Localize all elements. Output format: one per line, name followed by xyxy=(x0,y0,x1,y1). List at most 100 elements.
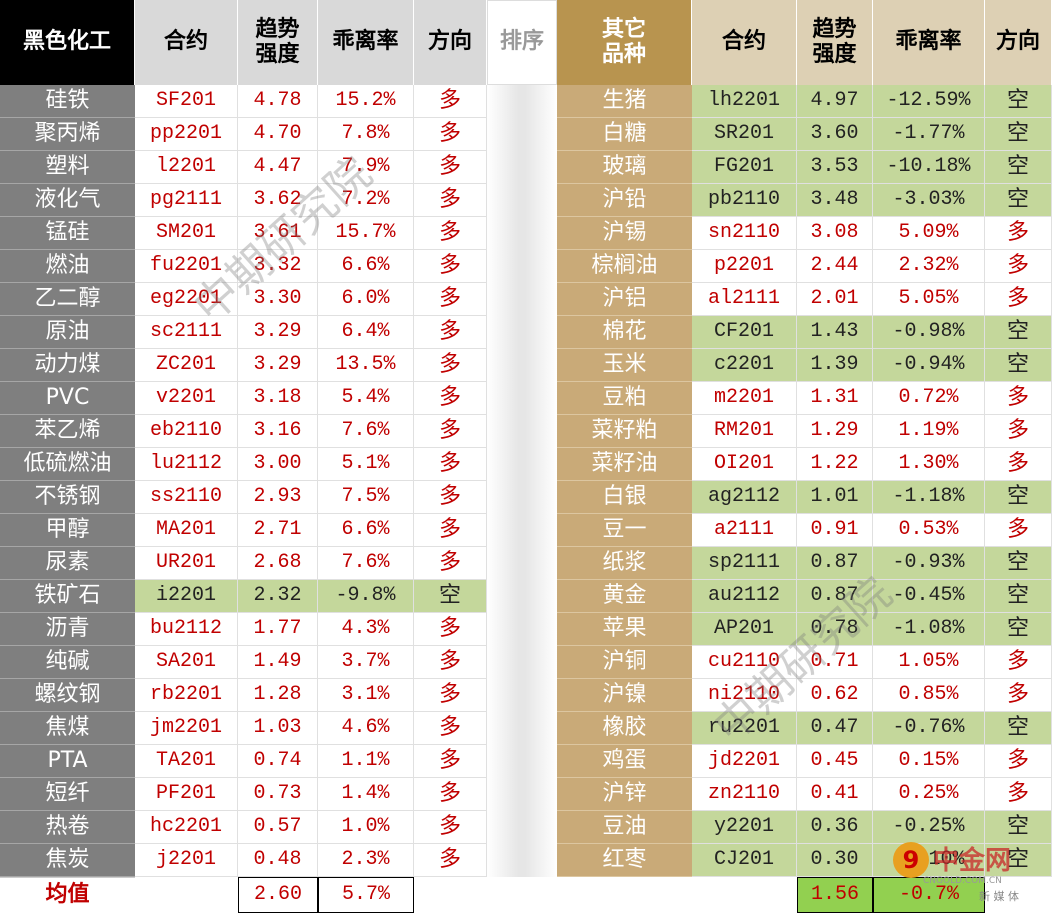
data-cell: 空 xyxy=(985,613,1052,646)
data-cell: 15.2% xyxy=(318,85,414,118)
data-cell: 1.77 xyxy=(238,613,318,646)
data-cell: 0.71 xyxy=(797,646,873,679)
data-cell: 0.36 xyxy=(797,811,873,844)
name-cell: 原油 xyxy=(0,316,135,349)
data-cell: 多 xyxy=(414,85,487,118)
data-cell: 多 xyxy=(414,613,487,646)
data-cell: 多 xyxy=(985,217,1052,250)
data-cell: 多 xyxy=(414,382,487,415)
data-cell: 1.4% xyxy=(318,778,414,811)
data-cell: RM201 xyxy=(692,415,797,448)
data-cell: 多 xyxy=(414,778,487,811)
name-cell: 沥青 xyxy=(0,613,135,646)
logo-icon: 9 xyxy=(893,842,929,878)
name-cell: 纸浆 xyxy=(557,547,692,580)
data-cell: 1.43 xyxy=(797,316,873,349)
data-cell: 空 xyxy=(985,184,1052,217)
data-cell: sp2111 xyxy=(692,547,797,580)
data-cell: 0.72% xyxy=(873,382,985,415)
data-cell: 1.30% xyxy=(873,448,985,481)
data-cell: 0.74 xyxy=(238,745,318,778)
data-cell: 多 xyxy=(985,448,1052,481)
name-cell: 棕榈油 xyxy=(557,250,692,283)
data-cell: 3.48 xyxy=(797,184,873,217)
data-cell: 4.6% xyxy=(318,712,414,745)
data-cell: ag2112 xyxy=(692,481,797,514)
name-cell: 不锈钢 xyxy=(0,481,135,514)
data-cell: 多 xyxy=(414,547,487,580)
average-cell: 1.56 xyxy=(797,877,873,913)
data-cell: 多 xyxy=(985,382,1052,415)
data-cell: i2201 xyxy=(135,580,238,613)
data-cell: -0.25% xyxy=(873,811,985,844)
data-cell: 多 xyxy=(414,118,487,151)
name-cell: 铁矿石 xyxy=(0,580,135,613)
name-cell: 菜籽油 xyxy=(557,448,692,481)
data-cell: 1.01 xyxy=(797,481,873,514)
data-cell: 0.91 xyxy=(797,514,873,547)
data-cell: -1.08% xyxy=(873,613,985,646)
data-cell: 多 xyxy=(985,679,1052,712)
data-cell: 多 xyxy=(414,514,487,547)
data-cell: 3.18 xyxy=(238,382,318,415)
data-cell: pb2110 xyxy=(692,184,797,217)
column-header: 乖离率 xyxy=(318,0,414,85)
data-cell: 4.3% xyxy=(318,613,414,646)
name-cell: 聚丙烯 xyxy=(0,118,135,151)
data-cell: 1.28 xyxy=(238,679,318,712)
data-cell: 3.62 xyxy=(238,184,318,217)
data-cell: 1.19% xyxy=(873,415,985,448)
data-cell: 0.30 xyxy=(797,844,873,877)
name-cell: 玻璃 xyxy=(557,151,692,184)
data-cell: 1.49 xyxy=(238,646,318,679)
data-cell: 3.61 xyxy=(238,217,318,250)
data-cell: 6.0% xyxy=(318,283,414,316)
name-cell: 焦煤 xyxy=(0,712,135,745)
data-cell: 0.48 xyxy=(238,844,318,877)
data-cell: 0.57 xyxy=(238,811,318,844)
data-cell: 多 xyxy=(414,217,487,250)
data-cell: 2.71 xyxy=(238,514,318,547)
data-cell: 3.00 xyxy=(238,448,318,481)
data-cell: ru2201 xyxy=(692,712,797,745)
data-cell: 空 xyxy=(985,712,1052,745)
name-cell: 动力煤 xyxy=(0,349,135,382)
name-cell: 黄金 xyxy=(557,580,692,613)
name-cell: 乙二醇 xyxy=(0,283,135,316)
data-cell: 3.32 xyxy=(238,250,318,283)
data-cell: fu2201 xyxy=(135,250,238,283)
data-cell: 多 xyxy=(414,811,487,844)
data-cell: 0.41 xyxy=(797,778,873,811)
data-cell: ZC201 xyxy=(135,349,238,382)
data-cell: 2.44 xyxy=(797,250,873,283)
data-cell: lu2112 xyxy=(135,448,238,481)
data-cell: 多 xyxy=(414,151,487,184)
data-cell: 多 xyxy=(985,283,1052,316)
data-cell: 空 xyxy=(985,481,1052,514)
data-cell: 0.53% xyxy=(873,514,985,547)
column-header: 方向 xyxy=(414,0,487,85)
data-cell: sn2110 xyxy=(692,217,797,250)
data-cell: -0.45% xyxy=(873,580,985,613)
name-cell: 塑料 xyxy=(0,151,135,184)
name-cell: 菜籽粕 xyxy=(557,415,692,448)
data-cell: ni2110 xyxy=(692,679,797,712)
data-cell: sc2111 xyxy=(135,316,238,349)
data-cell: eb2110 xyxy=(135,415,238,448)
data-cell: PF201 xyxy=(135,778,238,811)
data-cell: 1.22 xyxy=(797,448,873,481)
data-cell: jd2201 xyxy=(692,745,797,778)
data-cell: 空 xyxy=(985,349,1052,382)
data-cell: 3.7% xyxy=(318,646,414,679)
data-cell: jm2201 xyxy=(135,712,238,745)
name-cell: 锰硅 xyxy=(0,217,135,250)
data-cell: 3.08 xyxy=(797,217,873,250)
name-cell: 鸡蛋 xyxy=(557,745,692,778)
data-cell: 0.25% xyxy=(873,778,985,811)
data-cell: SF201 xyxy=(135,85,238,118)
data-cell: cu2110 xyxy=(692,646,797,679)
data-cell: CF201 xyxy=(692,316,797,349)
data-cell: UR201 xyxy=(135,547,238,580)
data-cell: 7.2% xyxy=(318,184,414,217)
